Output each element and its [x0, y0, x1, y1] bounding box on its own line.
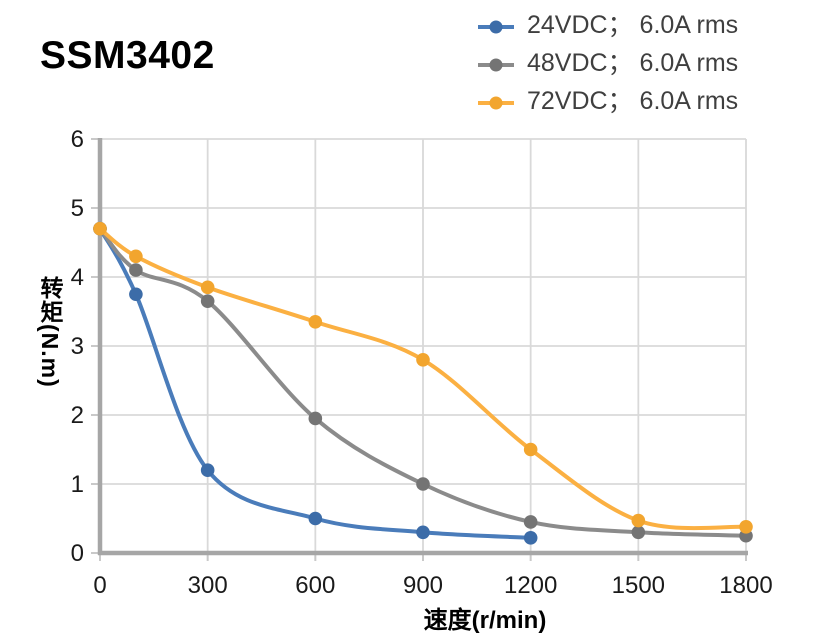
x-axis-title: 速度(r/min) [423, 607, 547, 634]
x-tick-label: 1500 [612, 572, 665, 599]
x-tick-label: 900 [403, 572, 443, 599]
y-axis-title: 转矩(N.m) [37, 276, 63, 388]
y-tick-label: 4 [71, 264, 84, 291]
curve-24vdc-point [416, 525, 430, 540]
curve-48vdc-point [523, 515, 538, 529]
curve-24vdc-point [308, 511, 323, 526]
legend-item-48vdc[interactable]: 48VDC； 6.0A rms [476, 42, 738, 80]
legend-label-48vdc: 48VDC； 6.0A rms [527, 49, 739, 77]
legend: 24VDC； 6.0A rms 48VDC； 6.0A rms 72VDC； 6… [476, 4, 738, 118]
curve-48vdc-point [200, 294, 215, 308]
curve-72vdc-point [93, 221, 107, 236]
curve-48vdc-point [308, 411, 323, 426]
curve-72vdc-point [739, 519, 753, 534]
curve-72vdc-point [308, 315, 323, 329]
legend-label-72vdc: 72VDC； 6.0A rms [527, 87, 739, 115]
legend-marker-72vdc-icon [478, 96, 514, 110]
x-tick-label: 0 [93, 572, 106, 599]
page-title: SSM3402 [40, 34, 215, 77]
curve-48vdc-line [98, 226, 748, 538]
curve-48vdc-point [129, 263, 143, 277]
curve-24vdc-point [200, 463, 215, 478]
legend-item-72vdc[interactable]: 72VDC； 6.0A rms [476, 80, 738, 118]
y-tick-label: 5 [71, 195, 84, 222]
x-tick-label: 1200 [504, 572, 557, 599]
curve-72vdc-point [200, 280, 215, 295]
legend-label-24vdc: 24VDC； 6.0A rms [527, 11, 739, 39]
curve-72vdc-point [523, 442, 538, 457]
curve-48vdc-point [416, 477, 430, 491]
x-tick-label: 300 [188, 572, 228, 599]
y-tick-label: 0 [71, 540, 84, 567]
y-tick-label: 2 [71, 402, 84, 429]
curve-24vdc-point [129, 287, 143, 302]
curve-72vdc-point [631, 513, 646, 528]
curve-48vdc-point [631, 525, 646, 540]
x-tick-label: 600 [295, 572, 335, 599]
legend-marker-48vdc-icon [478, 58, 514, 72]
legend-item-24vdc[interactable]: 24VDC； 6.0A rms [476, 4, 738, 42]
y-tick-label: 3 [71, 333, 84, 360]
curve-72vdc-point [129, 249, 143, 264]
curve-72vdc-point [416, 353, 430, 367]
y-tick-label: 6 [71, 126, 84, 153]
legend-marker-24vdc-icon [478, 20, 514, 34]
y-tick-label: 1 [71, 471, 84, 498]
x-tick-label: 1800 [719, 572, 772, 599]
curve-24vdc-point [523, 531, 538, 545]
